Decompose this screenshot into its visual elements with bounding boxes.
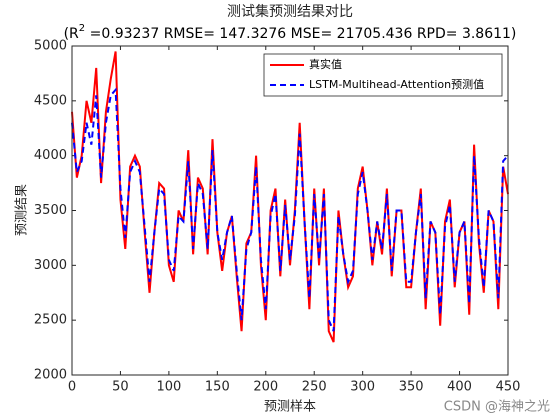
y-tick-label: 2000	[34, 368, 67, 383]
y-tick-label: 5000	[34, 39, 67, 54]
chart-title: 测试集预测结果对比	[227, 3, 353, 20]
y-tick-label: 4000	[34, 148, 67, 163]
series-line	[71, 87, 509, 332]
legend-label: LSTM-Multihead-Attention预测值	[309, 78, 484, 91]
chart-subtitle: (R2 =0.93237 RMSE= 147.3276 MSE= 21705.4…	[64, 23, 517, 42]
x-tick-label: 50	[112, 380, 129, 395]
x-tick-label: 200	[253, 380, 278, 395]
x-tick-label: 300	[350, 380, 375, 395]
y-tick-label: 3500	[34, 203, 67, 218]
x-tick-label: 400	[447, 380, 472, 395]
subtitle-sup: 2	[79, 23, 85, 34]
y-tick-label: 3000	[34, 258, 67, 273]
x-tick-label: 0	[68, 380, 76, 395]
axes-box	[71, 45, 509, 376]
legend-label: 真实值	[309, 57, 342, 71]
subtitle-part: =0.93237 RMSE= 147.3276 MSE= 21705.436 R…	[85, 26, 516, 42]
x-tick-label: 250	[302, 380, 327, 395]
subtitle-part: (R	[64, 26, 79, 42]
x-tick-label: 100	[156, 380, 181, 395]
y-axis-label: 预测结果	[15, 184, 30, 236]
legend-box	[263, 53, 503, 97]
x-tick-label: 150	[205, 380, 230, 395]
x-axis-label: 预测样本	[264, 400, 316, 415]
plot-area	[72, 46, 508, 375]
watermark: CSDN @海神之光	[444, 400, 550, 415]
x-tick-label: 450	[496, 380, 521, 395]
x-tick-label: 350	[399, 380, 424, 395]
y-tick-label: 2500	[34, 313, 67, 328]
y-tick-label: 4500	[34, 93, 67, 108]
